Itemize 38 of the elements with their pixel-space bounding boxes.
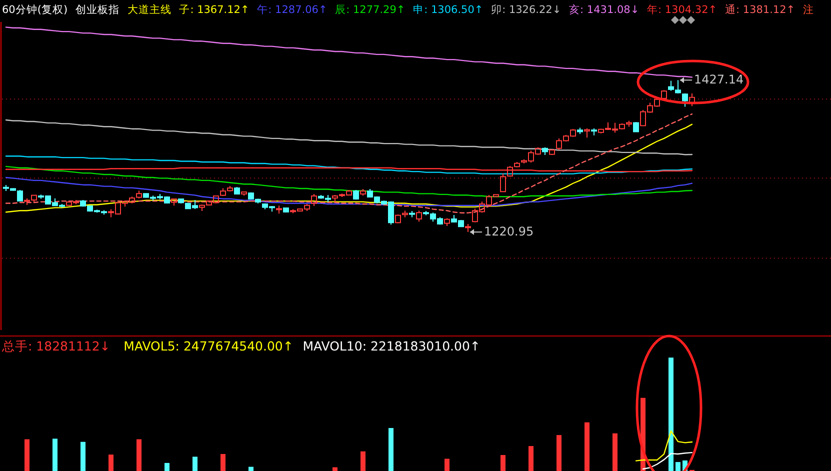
bar	[360, 451, 366, 471]
bar	[444, 458, 450, 471]
bar	[192, 456, 198, 471]
chart-subtitle: 60分钟(复权)	[2, 4, 68, 16]
text: 大道主线	[127, 2, 172, 16]
bar	[248, 466, 254, 471]
candlestick	[402, 210, 408, 218]
bar	[612, 433, 618, 471]
chart-title: 创业板指	[75, 2, 120, 16]
bar	[164, 462, 170, 471]
text: 总手: 18281112↓	[1, 338, 110, 354]
text: 通: 1381.12↑	[724, 2, 796, 16]
annotation: 1427.14	[694, 72, 744, 86]
text: MAVOL5: 2477674540.00↑	[124, 338, 294, 354]
bar	[500, 455, 506, 471]
bar	[528, 446, 534, 471]
bar	[584, 422, 590, 471]
text: 子: 1367.12↑	[179, 4, 250, 16]
bar	[80, 442, 86, 471]
bar	[24, 439, 30, 471]
bar	[220, 454, 226, 471]
annotation: 1220.95	[484, 224, 534, 238]
text: 辰: 1277.29↑	[335, 4, 406, 16]
bar	[136, 439, 142, 471]
text: 注	[802, 2, 814, 16]
text: 亥: 1431.08↓	[569, 2, 640, 16]
text: MAVOL10: 2218183010.00↑	[302, 338, 480, 354]
bar	[52, 438, 58, 471]
bar	[332, 467, 338, 471]
text: 卯: 1326.22↓	[491, 2, 562, 16]
text: 申: 1306.50↑	[413, 2, 484, 16]
text: 午: 1287.06↑	[257, 4, 328, 16]
bar	[556, 435, 562, 471]
text: 年: 1304.32↑	[647, 4, 718, 16]
bar	[108, 454, 114, 471]
bar	[668, 358, 674, 471]
bar	[676, 462, 680, 471]
bar	[388, 428, 394, 471]
